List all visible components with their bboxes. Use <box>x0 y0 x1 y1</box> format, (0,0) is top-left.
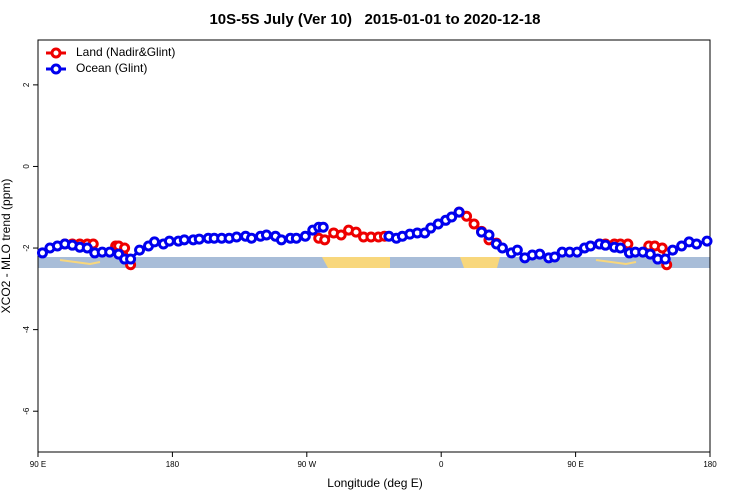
point <box>193 233 205 245</box>
point <box>260 229 272 241</box>
map-strip <box>38 257 710 268</box>
point <box>644 248 656 260</box>
point <box>290 232 302 244</box>
point <box>468 218 480 230</box>
x-tick-label: 90 E <box>30 460 46 469</box>
point <box>549 251 561 263</box>
plot-frame <box>37 39 711 453</box>
point <box>701 235 713 247</box>
y-axis-title: XCO2 - MLO trend (ppm) <box>0 179 13 314</box>
land-patch <box>460 257 500 268</box>
point <box>614 242 626 254</box>
point <box>335 229 347 241</box>
point <box>511 244 523 256</box>
point <box>275 234 287 246</box>
point <box>496 242 508 254</box>
x-tick-label: 180 <box>166 460 180 469</box>
legend-marker <box>50 47 62 59</box>
point <box>119 242 131 254</box>
point <box>134 244 146 256</box>
legend-marker <box>50 63 62 75</box>
x-tick-label: 90 E <box>567 460 583 469</box>
y-tick-label: -4 <box>22 326 31 334</box>
point <box>125 253 137 265</box>
point <box>104 246 116 258</box>
point <box>317 221 329 233</box>
point <box>483 229 495 241</box>
x-axis-title: Longitude (deg E) <box>327 476 422 490</box>
chart-title: 10S-5S July (Ver 10) 2015-01-01 to 2020-… <box>209 11 540 28</box>
point <box>81 242 93 254</box>
point <box>231 231 243 243</box>
y-tick-label: -2 <box>22 244 31 252</box>
point <box>446 211 458 223</box>
point <box>178 234 190 246</box>
point <box>585 240 597 252</box>
point <box>659 253 671 265</box>
point <box>656 242 668 254</box>
point <box>299 230 311 242</box>
y-tick-label: 0 <box>22 164 31 169</box>
x-tick-label: 0 <box>439 460 444 469</box>
point <box>163 235 175 247</box>
legend-label: Land (Nadir&Glint) <box>76 45 175 59</box>
legend-label: Ocean (Glint) <box>76 61 147 75</box>
point <box>599 239 611 251</box>
point <box>148 236 160 248</box>
x-tick-label: 90 W <box>297 460 316 469</box>
x-tick-label: 180 <box>703 460 717 469</box>
point <box>36 247 48 259</box>
land-patch <box>322 257 390 268</box>
y-tick-label: 2 <box>22 82 31 87</box>
y-tick-label: -6 <box>22 407 31 415</box>
land-patch <box>595 259 637 266</box>
land-patch <box>59 259 101 266</box>
point <box>534 248 546 260</box>
point <box>667 244 679 256</box>
point <box>246 232 258 244</box>
point <box>453 206 465 218</box>
point <box>691 238 703 250</box>
point <box>350 226 362 238</box>
point <box>319 234 331 246</box>
